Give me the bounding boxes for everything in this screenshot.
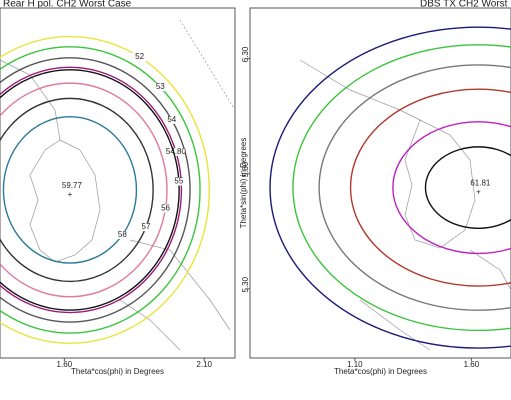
contour-line: [424, 146, 511, 230]
contour-line: [392, 121, 511, 255]
peak-label: 59.77: [62, 181, 83, 190]
peak-marker: +: [68, 190, 73, 199]
x-axis-title: Theta*cos(phi) in Degrees: [334, 367, 427, 376]
contour-label: 55: [174, 177, 183, 186]
contour-label: 54: [167, 115, 176, 124]
x-tick-label: 1.10: [347, 360, 363, 369]
contour-line: [292, 44, 511, 332]
chart-title: DBS TX CH2 Worst: [420, 0, 508, 10]
contour-label: 58: [118, 230, 127, 239]
contour-line: [349, 88, 511, 287]
contour-line: [0, 57, 191, 323]
x-tick-label: 2.10: [196, 360, 212, 369]
y-tick-label: 6.30: [241, 46, 250, 62]
x-tick-label: 1.60: [464, 360, 480, 369]
contour-line: [0, 46, 201, 334]
contour-label: 54.80: [166, 147, 187, 156]
peak-label: 61.81: [470, 179, 491, 188]
y-tick-label: 5.80: [241, 161, 250, 177]
contour-line: [0, 82, 168, 298]
y-tick-label: 5.30: [241, 276, 250, 292]
peak-marker: +: [476, 188, 481, 197]
contours: 575859606161.50: [269, 26, 511, 349]
plot-frame: [0, 7, 236, 359]
chart-title: Rear H pol. CH2 Worst Case: [3, 0, 132, 10]
label-bg: [113, 230, 132, 239]
y-axis-title: Theta*sin(phi) in Degrees: [239, 138, 248, 229]
contour-line: [318, 64, 511, 311]
label-bg: [130, 53, 149, 62]
label-bg: [151, 82, 170, 91]
contour-line: [0, 97, 154, 283]
label-bg: [162, 115, 181, 124]
map-outline: [299, 59, 511, 351]
contour-line: [0, 35, 210, 344]
contour-label: 53: [156, 82, 165, 91]
label-bg: [136, 223, 155, 232]
contour-label: 52: [135, 52, 144, 61]
contour-line: [0, 66, 183, 314]
label-bg: [166, 148, 185, 157]
contour-line: [2, 116, 138, 264]
plot-frame: [249, 7, 511, 359]
x-axis-title: Theta*cos(phi) in Degrees: [71, 367, 164, 376]
x-tick-label: 1.60: [57, 360, 73, 369]
contour-label: 56: [161, 204, 170, 213]
label-bg: [169, 177, 188, 186]
contour-label: 57: [142, 222, 151, 231]
contour-line: [0, 69, 180, 311]
contours: 52 53 54 54.80 55 56 57 58: [0, 35, 210, 344]
label-bg: [156, 204, 175, 213]
contour-line: [269, 26, 511, 349]
